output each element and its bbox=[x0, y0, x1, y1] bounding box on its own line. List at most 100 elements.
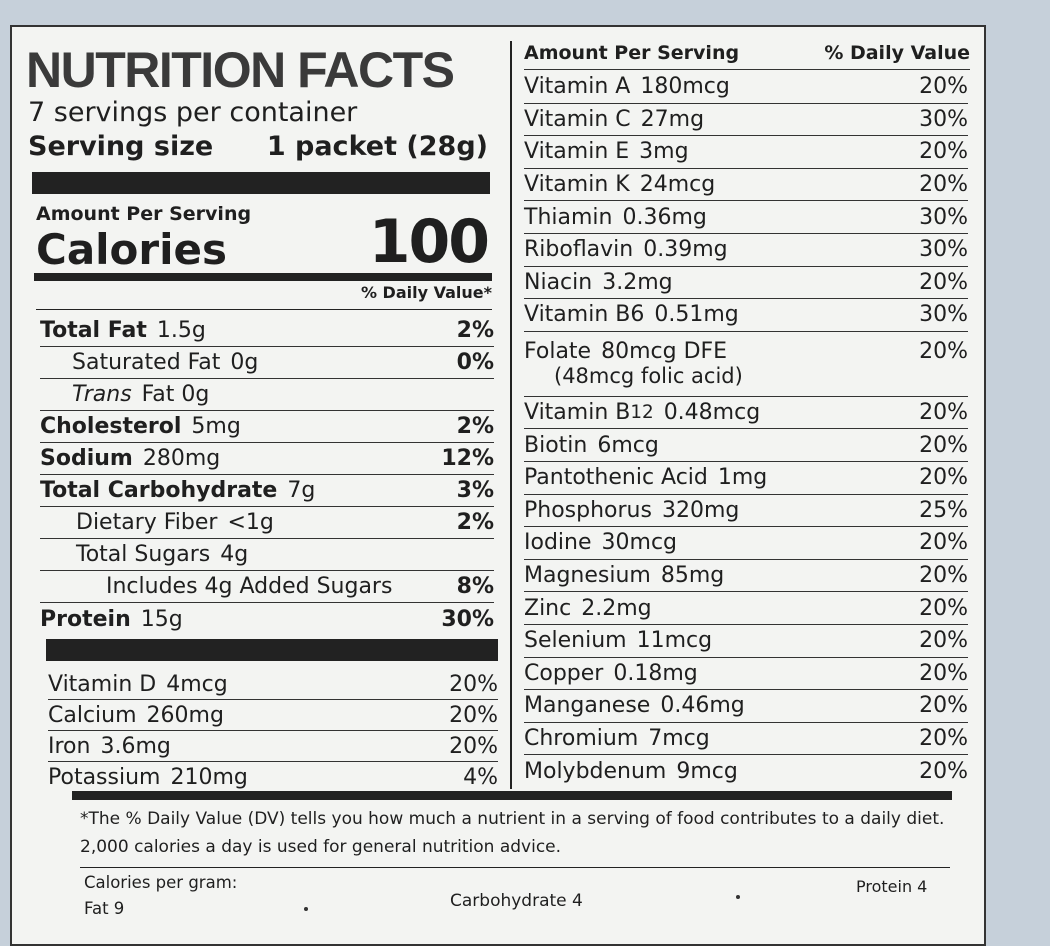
daily-value: 20% bbox=[919, 563, 968, 589]
serving-size-label: Serving size bbox=[28, 131, 214, 162]
rule bbox=[80, 867, 950, 868]
calories-per-gram-label: Calories per gram: bbox=[84, 873, 238, 892]
nutrient-row: Phosphorus 320mg 25% bbox=[524, 495, 968, 528]
right-header-amount: Amount Per Serving bbox=[524, 42, 740, 64]
micronutrient-list: Vitamin A 180mcg 20% Vitamin C 27mg 30% Vitami… bbox=[524, 71, 968, 788]
vitamin-list: Vitamin D 4mcg 20% Calcium 260mg 20% Iron 3.6mg… bbox=[48, 669, 498, 793]
daily-value: 20% bbox=[919, 339, 968, 365]
nutrient-name: Iodine bbox=[524, 530, 592, 556]
fat-calories: Fat 9 bbox=[84, 899, 125, 918]
nutrient-name: Pantothenic Acid bbox=[524, 465, 708, 491]
nutrient-name: Chromium bbox=[524, 725, 639, 751]
right-header-dv: % Daily Value bbox=[824, 42, 970, 64]
daily-value: 30% bbox=[919, 237, 968, 263]
nutrient-amount: 7g bbox=[287, 478, 316, 503]
nutrient-amount: 5mg bbox=[191, 414, 241, 439]
protein-calories: Protein 4 bbox=[856, 877, 928, 896]
nutrient-name: Total Fat bbox=[40, 318, 147, 343]
nutrient-amount: 1.5g bbox=[156, 318, 206, 343]
nutrient-amount: 180mcg bbox=[640, 74, 730, 100]
nutrient-name: Vitamin C bbox=[524, 106, 631, 132]
daily-value: 20% bbox=[919, 725, 968, 751]
nutrient-row: Dietary Fiber <1g 2% bbox=[40, 507, 494, 539]
nutrient-name: Vitamin A bbox=[524, 74, 631, 100]
calories-value: 100 bbox=[368, 207, 490, 277]
daily-value: 12% bbox=[441, 446, 494, 471]
nutrient-amount: 9mcg bbox=[676, 759, 738, 785]
daily-value: 3% bbox=[456, 478, 494, 503]
nutrient-row: Iron 3.6mg 20% bbox=[48, 731, 498, 762]
thick-bar bbox=[32, 172, 490, 194]
calories-label: Calories bbox=[36, 225, 228, 274]
nutrient-row: Vitamin B6 0.51mg 30% bbox=[524, 299, 968, 332]
nutrient-row: Vitamin K 24mcg 20% bbox=[524, 169, 968, 202]
daily-value: 20% bbox=[919, 595, 968, 621]
daily-value: 20% bbox=[919, 693, 968, 719]
nutrient-amount: 80mcg DFE bbox=[601, 339, 728, 365]
daily-value: 20% bbox=[919, 759, 968, 785]
nutrient-amount: 280mg bbox=[142, 446, 221, 471]
nutrient-name: Total Carbohydrate bbox=[40, 478, 278, 503]
nutrient-amount: 24mcg bbox=[639, 172, 716, 198]
daily-value: 30% bbox=[441, 606, 494, 632]
serving-size-value: 1 packet (28g) bbox=[266, 131, 488, 162]
nutrient-name: Dietary Fiber bbox=[76, 510, 218, 535]
daily-value: 20% bbox=[919, 660, 968, 686]
nutrient-row: Manganese 0.46mg 20% bbox=[524, 690, 968, 723]
daily-value: 20% bbox=[919, 172, 968, 198]
nutrient-name: Copper bbox=[524, 660, 604, 686]
daily-value: 0% bbox=[456, 350, 494, 375]
medium-bar bbox=[72, 791, 952, 800]
nutrient-row: Zinc 2.2mg 20% bbox=[524, 592, 968, 625]
nutrient-amount: 27mg bbox=[640, 106, 705, 132]
daily-value: 20% bbox=[919, 465, 968, 491]
nutrient-row: Total Sugars 4g bbox=[40, 539, 494, 571]
nutrient-row: Folate 80mcg DFE 20% (48mcg folic acid) bbox=[524, 332, 968, 397]
servings: 7 servings per container bbox=[28, 97, 358, 128]
nutrient-row: Selenium 11mcg 20% bbox=[524, 625, 968, 658]
nutrient-name: Riboflavin bbox=[524, 237, 634, 263]
nutrition-label: NUTRITION FACTS 7 servings per container… bbox=[10, 25, 986, 946]
nutrient-row: Vitamin D 4mcg 20% bbox=[48, 669, 498, 700]
nutrient-amount: 3mg bbox=[639, 139, 689, 165]
daily-value: 20% bbox=[449, 702, 498, 728]
nutrient-amount: 0.46mg bbox=[660, 693, 745, 719]
nutrient-name: Biotin bbox=[524, 432, 588, 458]
nutrient-amount: 0.18mg bbox=[613, 660, 698, 686]
daily-value: 2% bbox=[456, 414, 494, 439]
nutrient-name: Iron bbox=[48, 733, 91, 759]
daily-value: 30% bbox=[919, 204, 968, 230]
nutrient-row: Vitamin E 3mg 20% bbox=[524, 136, 968, 169]
nutrient-name: Molybdenum bbox=[524, 759, 667, 785]
nutrient-amount: 3.2mg bbox=[602, 269, 673, 295]
nutrient-name: Zinc bbox=[524, 595, 572, 621]
daily-value: 20% bbox=[449, 733, 498, 759]
nutrient-name: Phosphorus bbox=[524, 497, 652, 523]
nutrient-name: Niacin bbox=[524, 269, 593, 295]
nutrient-name: Thiamin bbox=[524, 204, 613, 230]
nutrient-row: Vitamin C 27mg 30% bbox=[524, 104, 968, 137]
nutrient-amount: 15g bbox=[140, 606, 183, 632]
nutrient-amount: 0g bbox=[230, 350, 259, 375]
serving-size: Serving size 1 packet (28g) bbox=[28, 131, 488, 162]
nutrient-row: Vitamin B 12 0.48mcg 20% bbox=[524, 397, 968, 430]
daily-value: 20% bbox=[919, 269, 968, 295]
nutrient-row: Biotin 6mcg 20% bbox=[524, 429, 968, 462]
daily-value: 20% bbox=[919, 628, 968, 654]
nutrient-row: Total Carbohydrate 7g 3% bbox=[40, 475, 494, 507]
nutrient-amount: 210mg bbox=[170, 765, 248, 790]
nutrient-amount: 1mg bbox=[717, 465, 768, 491]
nutrient-name: Magnesium bbox=[524, 563, 651, 589]
nutrient-name: Includes 4g Added Sugars bbox=[106, 574, 393, 599]
nutrient-amount: 260mg bbox=[146, 702, 224, 728]
daily-value: 8% bbox=[456, 574, 494, 599]
carbohydrate-calories: Carbohydrate 4 bbox=[450, 891, 583, 911]
nutrient-amount: 11mcg bbox=[636, 628, 713, 654]
nutrient-name: Vitamin B bbox=[524, 400, 631, 426]
nutrient-name: Vitamin K bbox=[524, 172, 630, 198]
bullet bbox=[304, 907, 308, 911]
nutrient-name: Vitamin E bbox=[524, 139, 630, 165]
nutrient-row: Includes 4g Added Sugars 8% bbox=[40, 571, 494, 603]
nutrient-name: Vitamin D bbox=[48, 671, 157, 697]
daily-value: 30% bbox=[919, 106, 968, 132]
